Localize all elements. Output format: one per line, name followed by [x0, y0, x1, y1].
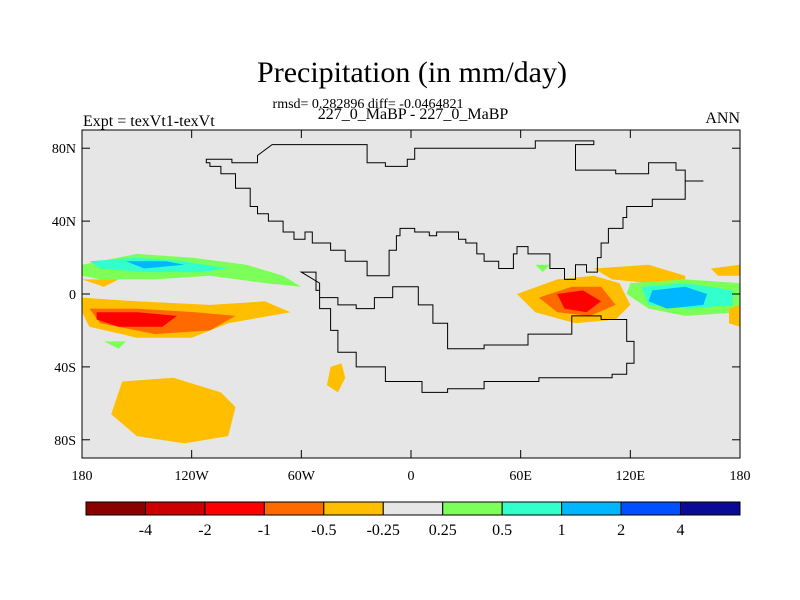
experiment-label: Expt = texVt1-texVt	[83, 113, 215, 130]
colorbar-label-4: -0.25	[367, 522, 400, 539]
y-tick-label-1: 40N	[52, 215, 76, 230]
case-line: 227_0_MaBP - 227_0_MaBP	[318, 106, 509, 123]
y-tick-label-4: 80S	[54, 434, 76, 449]
anomaly-region-18	[103, 341, 126, 349]
colorbar-label-6: 0.5	[492, 522, 512, 539]
x-tick-label-2: 60W	[288, 469, 316, 484]
chart-title: Precipitation (in mm/day)	[257, 56, 567, 89]
anomaly-region-19	[535, 264, 550, 273]
colorbar-label-1: -2	[198, 522, 211, 539]
continent-outline-south	[299, 271, 635, 393]
colorbar-swatch-6	[442, 501, 503, 516]
y-tick-label-3: 40S	[54, 361, 76, 376]
colorbar-swatch-7	[501, 501, 563, 516]
colorbar-label-8: 2	[617, 522, 625, 539]
anomaly-region-10	[557, 290, 602, 313]
x-tick-label-3: 0	[408, 469, 415, 484]
colorbar-swatch-10	[680, 501, 741, 516]
colorbar-label-3: -0.5	[311, 522, 336, 539]
season-label: ANN	[705, 110, 740, 127]
x-tick-label-4: 60E	[509, 469, 532, 484]
stats-line: rmsd= 0.282896 diff= -0.0464821	[273, 97, 464, 112]
anomaly-region-5	[125, 261, 185, 269]
anomaly-region-17	[326, 363, 346, 393]
colorbar-swatch-9	[620, 501, 682, 516]
colorbar-swatch-8	[561, 501, 622, 516]
colorbar-swatch-0	[85, 501, 146, 516]
anomaly-region-16	[729, 304, 740, 327]
x-tick-label-6: 180	[730, 469, 751, 484]
colorbar-label-2: -1	[258, 522, 271, 539]
colorbar-swatch-2	[204, 501, 265, 516]
anomaly-region-15	[710, 264, 740, 276]
colorbar-swatch-1	[144, 501, 206, 516]
anomaly-region-7	[111, 377, 236, 444]
x-tick-label-5: 120E	[616, 469, 646, 484]
x-tick-label-1: 120W	[175, 469, 210, 484]
anomaly-region-6	[82, 279, 119, 287]
y-tick-label-2: 0	[69, 288, 76, 303]
x-tick-label-0: 180	[72, 469, 93, 484]
colorbar-label-7: 1	[558, 522, 566, 539]
anomaly-region-2	[96, 312, 177, 327]
continent-outline-north	[205, 140, 704, 280]
anomaly-region-14	[648, 286, 708, 309]
colorbar-swatch-4	[323, 501, 384, 516]
colorbar-swatch-5	[382, 501, 444, 516]
y-tick-label-0: 80N	[52, 142, 76, 157]
colorbar-swatch-3	[263, 501, 325, 516]
colorbar-label-5: 0.25	[429, 522, 457, 539]
colorbar-label-0: -4	[139, 522, 152, 539]
colorbar-label-9: 4	[677, 522, 685, 539]
